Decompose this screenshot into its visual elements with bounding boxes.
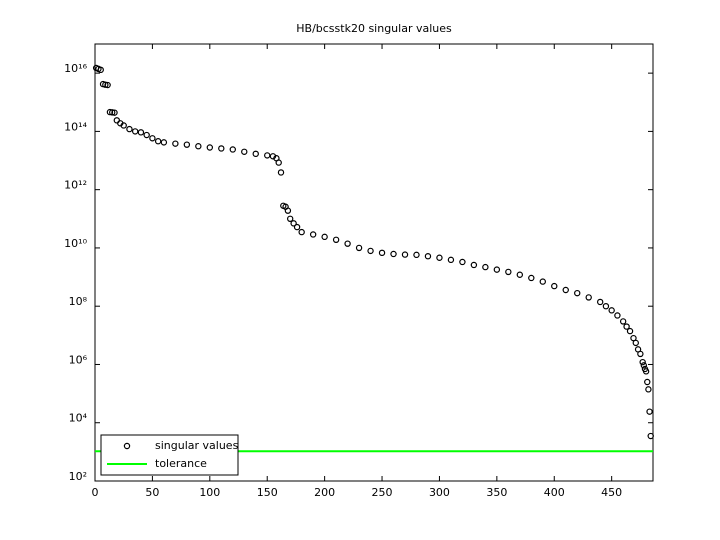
x-tick-label: 0 <box>92 486 99 499</box>
data-point <box>293 223 301 231</box>
data-point <box>639 358 646 366</box>
data-point <box>120 122 127 129</box>
data-point <box>493 266 501 273</box>
data-point <box>642 368 650 375</box>
data-point <box>332 236 340 244</box>
data-point <box>459 258 466 266</box>
x-tick-label: 350 <box>486 486 507 499</box>
data-point <box>647 432 654 440</box>
data-point <box>97 66 104 74</box>
legend-label: tolerance <box>155 457 207 470</box>
data-point <box>344 240 351 247</box>
data-point <box>126 125 133 133</box>
y-tick-label: 10⁶ <box>69 353 88 366</box>
data-point <box>640 362 648 369</box>
data-point <box>111 109 118 116</box>
data-point <box>551 282 558 290</box>
data-point <box>284 207 292 214</box>
data-point <box>241 148 248 155</box>
data-point <box>390 250 397 258</box>
data-point <box>436 254 443 261</box>
data-point <box>137 129 145 136</box>
data-point <box>104 81 111 89</box>
data-point <box>321 233 328 241</box>
data-point <box>183 141 191 148</box>
data-point <box>367 247 374 255</box>
data-point <box>632 339 639 347</box>
data-point <box>505 268 512 276</box>
data-point <box>286 215 294 222</box>
data-point <box>131 128 139 135</box>
legend-box <box>100 434 239 476</box>
data-point <box>562 286 569 294</box>
data-point <box>646 408 653 415</box>
data-point <box>596 298 604 306</box>
data-point <box>482 263 489 271</box>
data-point <box>574 289 581 297</box>
data-point <box>298 228 305 236</box>
x-tick-label: 150 <box>257 486 278 499</box>
data-point <box>264 152 271 159</box>
x-tick-label: 450 <box>601 486 622 499</box>
data-point <box>447 256 455 264</box>
plot-frame <box>94 43 654 482</box>
data-point <box>290 220 297 227</box>
data-point <box>355 244 363 252</box>
y-tick-label: 10¹⁰ <box>64 237 87 250</box>
data-point <box>585 294 592 301</box>
data-point <box>602 303 610 310</box>
y-tick-label: 10¹⁴ <box>64 120 87 133</box>
legend-label: singular values <box>155 439 239 452</box>
data-point <box>154 138 162 145</box>
data-point <box>143 131 150 139</box>
chart-title: HB/bcsstk20 singular values <box>296 22 452 35</box>
data-point <box>149 135 156 142</box>
y-tick-label: 10² <box>69 470 87 483</box>
data-point <box>619 318 627 325</box>
x-tick-label: 100 <box>199 486 220 499</box>
data-point <box>644 378 651 386</box>
data-point <box>608 307 615 314</box>
data-point <box>539 278 546 285</box>
y-tick-label: 10¹² <box>64 179 87 192</box>
data-point <box>645 386 652 393</box>
data-point <box>413 251 420 259</box>
data-point <box>378 249 386 257</box>
data-point <box>172 140 179 147</box>
data-point <box>516 271 524 278</box>
data-point <box>109 109 116 116</box>
data-point <box>470 261 478 269</box>
x-tick-label: 250 <box>372 486 393 499</box>
x-tick-label: 300 <box>429 486 450 499</box>
data-point <box>309 231 317 238</box>
data-point <box>528 274 535 282</box>
data-point <box>206 144 214 151</box>
data-point <box>614 312 621 319</box>
data-point <box>218 145 225 152</box>
data-point <box>623 323 630 330</box>
data-point <box>160 139 168 146</box>
x-tick-label: 200 <box>314 486 335 499</box>
x-tick-label: 400 <box>544 486 565 499</box>
data-point <box>275 159 282 166</box>
legend-marker <box>123 442 131 450</box>
data-point <box>252 150 259 158</box>
data-point <box>195 143 202 150</box>
data-point <box>637 350 644 358</box>
data-point <box>229 146 236 153</box>
data-point <box>277 169 285 176</box>
data-point <box>102 81 109 88</box>
y-tick-label: 10⁴ <box>69 412 88 425</box>
data-point <box>626 327 634 335</box>
y-tick-label: 10⁸ <box>69 295 88 308</box>
data-point <box>401 251 409 258</box>
y-tick-label: 10¹⁶ <box>64 62 87 75</box>
x-tick-label: 50 <box>145 486 159 499</box>
data-point <box>424 253 432 260</box>
